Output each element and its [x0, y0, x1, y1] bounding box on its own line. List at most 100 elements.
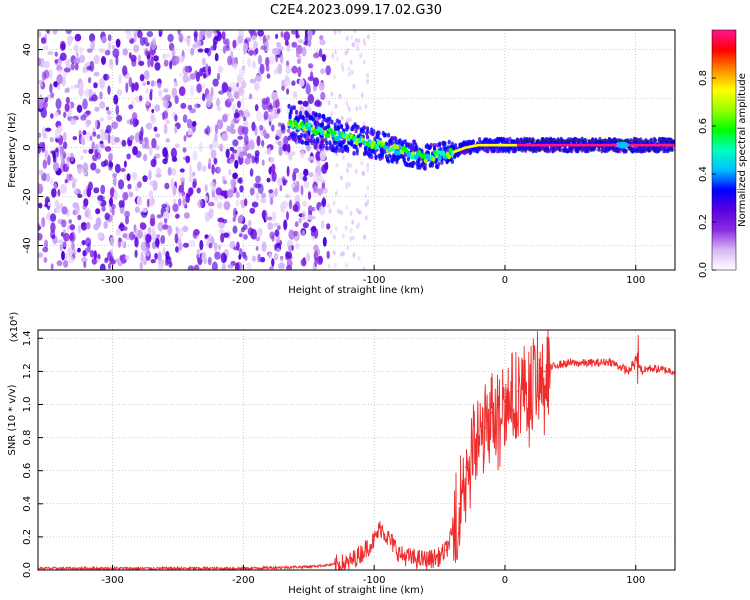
signal-halo: [343, 138, 347, 144]
noise-blob: [196, 248, 201, 256]
signal-halo: [437, 161, 441, 167]
noise-blob: [232, 139, 239, 147]
signal-halo: [311, 116, 315, 122]
noise-blob: [304, 32, 308, 44]
noise-blob: [42, 133, 48, 140]
noise-blob: [188, 173, 194, 183]
noise-blob: [310, 226, 317, 233]
noise-blob: [320, 68, 325, 75]
noise-blob: [362, 59, 366, 65]
noise-blob: [330, 111, 334, 117]
noise-blob: [39, 81, 43, 88]
noise-blob: [307, 39, 312, 47]
signal-core: [332, 130, 337, 136]
noise-blob: [251, 255, 257, 262]
noise-blob: [63, 111, 67, 119]
noise-blob: [178, 198, 182, 207]
noise-blob: [352, 253, 356, 259]
snr-y-multiplier: (x10⁴): [9, 312, 20, 343]
noise-blob: [227, 264, 234, 269]
noise-blob: [250, 228, 257, 240]
noise-blob: [239, 151, 244, 159]
noise-blob: [74, 189, 78, 196]
signal-core: [393, 150, 398, 156]
noise-blob: [99, 91, 103, 100]
signal-core: [437, 155, 442, 161]
noise-blob: [98, 48, 105, 53]
noise-blob: [300, 185, 304, 196]
noise-blob: [366, 185, 370, 191]
signal-halo: [346, 146, 350, 152]
noise-blob: [115, 258, 121, 263]
noise-blob: [211, 261, 218, 270]
noise-blob: [257, 30, 264, 37]
noise-blob: [235, 191, 240, 199]
noise-blob: [350, 34, 354, 40]
noise-blob: [239, 185, 244, 193]
signal-halo: [492, 148, 496, 153]
noise-blob: [228, 169, 232, 176]
noise-blob: [317, 187, 323, 196]
noise-blob: [70, 176, 75, 182]
noise-blob: [197, 257, 203, 266]
noise-blob: [301, 210, 306, 221]
noise-blob: [81, 256, 88, 263]
signal-halo: [339, 124, 344, 130]
signal-halo: [362, 125, 367, 130]
noise-blob: [307, 93, 315, 105]
noise-blob: [242, 125, 249, 136]
signal-halo: [299, 110, 303, 116]
noise-blob: [244, 134, 249, 146]
noise-blob: [139, 95, 143, 102]
signal-halo: [624, 148, 628, 154]
noise-blob: [107, 263, 112, 270]
noise-blob: [79, 82, 84, 90]
noise-blob: [252, 60, 256, 69]
noise-blob: [202, 165, 207, 172]
noise-blob: [225, 38, 230, 49]
signal-halo: [301, 140, 305, 145]
noise-blob: [47, 51, 54, 56]
noise-blob: [67, 35, 72, 46]
noise-blob: [345, 35, 349, 41]
noise-blob: [238, 233, 243, 238]
noise-blob: [366, 162, 370, 168]
signal-halo: [292, 105, 296, 111]
noise-blob: [83, 261, 87, 268]
noise-blob: [170, 177, 174, 189]
noise-blob: [38, 233, 43, 241]
noise-blob: [189, 187, 194, 196]
noise-blob: [216, 119, 224, 130]
noise-blob: [122, 191, 129, 201]
noise-blob: [127, 183, 132, 190]
noise-blob: [338, 30, 341, 34]
noise-blob: [216, 201, 223, 209]
noise-blob: [93, 187, 100, 194]
noise-blob: [348, 181, 351, 187]
noise-blob: [340, 210, 344, 216]
noise-blob: [131, 82, 135, 93]
noise-blob: [154, 104, 161, 112]
noise-blob: [313, 52, 320, 59]
signal-halo: [317, 112, 322, 118]
signal-halo: [429, 142, 433, 148]
noise-blob: [276, 108, 281, 114]
noise-blob: [89, 33, 96, 43]
colorbar: 0.0 0.2 0.4 0.6 0.8 Normalized spectral ampl…: [698, 29, 748, 278]
noise-blob: [205, 30, 213, 39]
noise-blob: [128, 104, 134, 110]
noise-blob: [268, 114, 272, 122]
noise-blob: [144, 250, 151, 257]
noise-blob: [275, 47, 281, 55]
noise-blob: [314, 257, 318, 268]
noise-blob: [68, 255, 75, 264]
noise-blob: [284, 76, 291, 87]
noise-blob: [320, 91, 326, 101]
snr-data-point: [621, 367, 624, 369]
snr-data-point: [484, 426, 487, 429]
noise-blob: [321, 197, 327, 208]
noise-blob: [232, 103, 237, 114]
noise-blob: [63, 260, 69, 268]
noise-blob: [150, 80, 155, 87]
